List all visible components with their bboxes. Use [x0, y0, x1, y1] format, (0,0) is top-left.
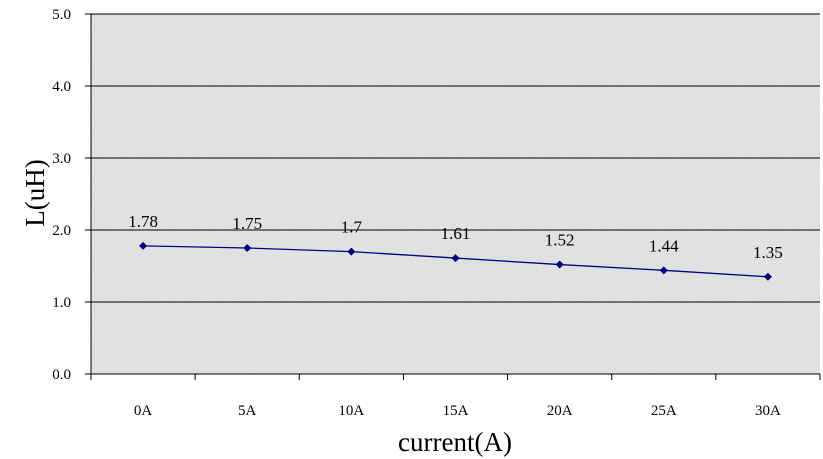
data-point — [555, 260, 564, 269]
grid-lines — [85, 13, 820, 375]
axes — [90, 14, 821, 380]
x-tick-label: 15A — [443, 403, 469, 419]
data-point — [243, 244, 252, 252]
x-axis-title: current(A) — [398, 427, 512, 457]
data-label: 1.61 — [441, 224, 471, 243]
y-axis-title: L(uH) — [20, 159, 50, 226]
data-labels: 1.78 1.75 1.7 1.61 1.52 1.44 1.35 — [128, 212, 783, 262]
x-tick-label: 25A — [651, 403, 677, 419]
y-tick-label: 4.0 — [52, 79, 71, 95]
series-line — [139, 241, 772, 281]
y-tick-label: 5.0 — [52, 7, 71, 23]
y-tick-label: 2.0 — [52, 223, 71, 239]
x-tick-label: 30A — [755, 403, 781, 419]
y-tick-label: 1.0 — [52, 295, 71, 311]
data-label: 1.7 — [341, 218, 363, 237]
x-axis-tick-labels: 0A 5A 10A 15A 20A 25A 30A — [134, 403, 781, 419]
data-label: 1.35 — [753, 243, 783, 262]
data-label: 1.52 — [545, 231, 575, 250]
data-point — [659, 266, 668, 275]
data-point — [139, 241, 148, 250]
x-tick-label: 5A — [238, 403, 257, 419]
data-label: 1.78 — [128, 212, 158, 231]
x-tick-label: 10A — [338, 403, 364, 419]
x-tick-label: 0A — [134, 403, 153, 419]
data-label: 1.75 — [232, 214, 262, 233]
y-axis-tick-labels: 0.0 1.0 2.0 3.0 4.0 5.0 — [52, 7, 71, 383]
data-label: 1.44 — [649, 236, 679, 255]
plot-texture — [91, 14, 820, 374]
y-tick-label: 0.0 — [52, 367, 71, 383]
data-point — [451, 254, 460, 263]
x-tick-label: 20A — [547, 403, 573, 419]
data-point — [763, 272, 772, 281]
y-tick-label: 3.0 — [52, 151, 71, 167]
plot-area — [91, 14, 820, 374]
data-point — [347, 247, 356, 256]
